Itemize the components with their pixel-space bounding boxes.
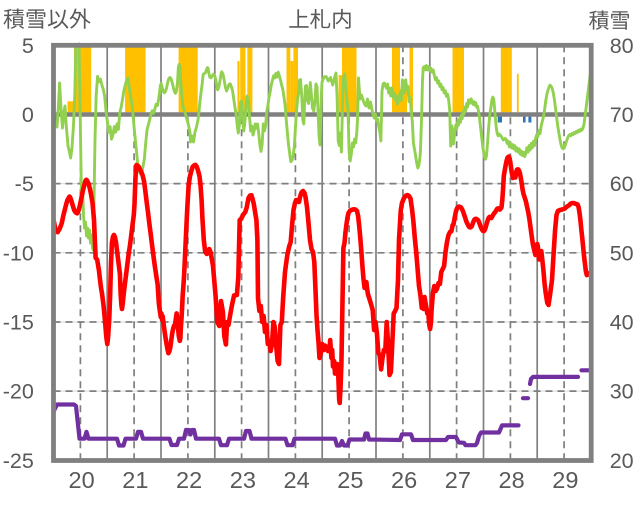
svg-text:-25: -25 bbox=[3, 449, 34, 473]
svg-text:60: 60 bbox=[610, 172, 634, 196]
svg-text:-15: -15 bbox=[3, 310, 34, 334]
svg-text:50: 50 bbox=[610, 241, 634, 265]
svg-text:-20: -20 bbox=[3, 380, 34, 404]
svg-text:21: 21 bbox=[122, 467, 148, 493]
svg-text:5: 5 bbox=[22, 34, 34, 58]
svg-text:22: 22 bbox=[176, 467, 202, 493]
svg-text:70: 70 bbox=[610, 103, 634, 127]
svg-text:24: 24 bbox=[284, 467, 310, 493]
svg-text:0: 0 bbox=[22, 103, 34, 127]
svg-text:29: 29 bbox=[552, 467, 578, 493]
svg-text:27: 27 bbox=[445, 467, 471, 493]
svg-text:25: 25 bbox=[337, 467, 363, 493]
svg-text:26: 26 bbox=[391, 467, 417, 493]
svg-text:-5: -5 bbox=[15, 172, 34, 196]
svg-text:-10: -10 bbox=[3, 241, 34, 265]
svg-text:80: 80 bbox=[610, 34, 634, 58]
svg-text:28: 28 bbox=[499, 467, 525, 493]
svg-text:30: 30 bbox=[610, 380, 634, 404]
svg-text:23: 23 bbox=[230, 467, 256, 493]
svg-text:20: 20 bbox=[69, 467, 95, 493]
svg-text:20: 20 bbox=[610, 449, 634, 473]
svg-text:40: 40 bbox=[610, 310, 634, 334]
